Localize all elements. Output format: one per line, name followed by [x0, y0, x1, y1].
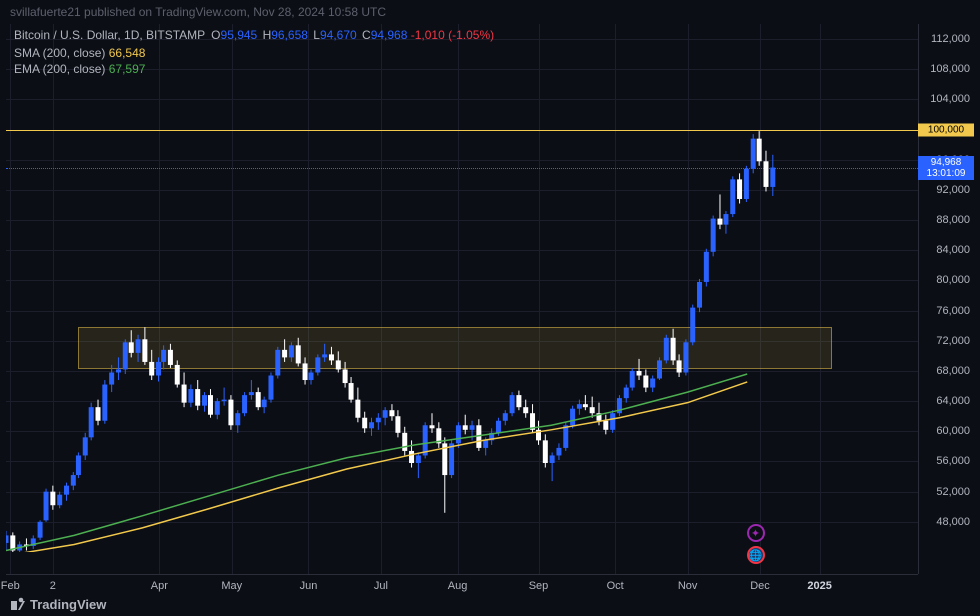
y-tick: 64,000 — [936, 395, 970, 407]
y-tick: 92,000 — [936, 184, 970, 196]
candlestick-chart — [6, 24, 858, 552]
y-tick: 76,000 — [936, 305, 970, 317]
plot-area[interactable]: USD 48,00052,00056,00060,00064,00068,000… — [6, 24, 974, 594]
y-tick: 104,000 — [930, 93, 970, 105]
y-tick: 68,000 — [936, 365, 970, 377]
ema-indicator-row[interactable]: EMA (200, close) 67,597 — [14, 62, 145, 76]
y-tick: 84,000 — [936, 244, 970, 256]
globe-icon[interactable]: 🌐 — [747, 546, 765, 564]
symbol-label[interactable]: Bitcoin / U.S. Dollar, 1D, BITSTAMP — [14, 28, 205, 42]
chart-container: Bitcoin / U.S. Dollar, 1D, BITSTAMP O95,… — [6, 24, 974, 594]
x-tick: Aug — [448, 580, 468, 592]
x-tick: 2025 — [807, 580, 831, 592]
current-price-label: 94,96813:01:09 — [918, 156, 974, 180]
y-axis[interactable]: 48,000 52,000 56,000 60,000 64,000 68,000 72,0… — [918, 24, 974, 574]
resistance-price-label: 100,000 — [918, 123, 974, 136]
sma-200-line — [6, 382, 747, 552]
symbol-info-row: Bitcoin / U.S. Dollar, 1D, BITSTAMP O95,… — [14, 28, 494, 42]
ohlc-readout: O95,945 H96,658 L94,670 C94,968 -1,010 (… — [209, 28, 494, 42]
y-tick: 72,000 — [936, 335, 970, 347]
publish-watermark: svillafuerte21 published on TradingView.… — [10, 5, 386, 19]
y-tick: 52,000 — [936, 486, 970, 498]
y-tick: 48,000 — [936, 516, 970, 528]
y-tick: 108,000 — [930, 63, 970, 75]
x-tick: Apr — [151, 580, 168, 592]
x-tick: May — [221, 580, 242, 592]
tradingview-logo[interactable]: TradingView — [10, 596, 106, 612]
x-tick: Jun — [300, 580, 318, 592]
y-tick: 56,000 — [936, 455, 970, 467]
sparkle-icon[interactable]: ✦ — [747, 524, 765, 542]
y-tick: 88,000 — [936, 214, 970, 226]
x-tick: Oct — [607, 580, 624, 592]
x-tick: Dec — [750, 580, 770, 592]
sma-indicator-row[interactable]: SMA (200, close) 66,548 — [14, 46, 145, 60]
x-tick: 2 — [50, 580, 56, 592]
x-tick: Jul — [374, 580, 388, 592]
y-tick: 60,000 — [936, 425, 970, 437]
x-tick: Nov — [678, 580, 698, 592]
y-tick: 80,000 — [936, 274, 970, 286]
y-tick: 112,000 — [931, 33, 970, 45]
x-axis[interactable]: Feb2AprMayJunJulAugSepOctNovDec2025 — [6, 574, 918, 594]
x-tick: Sep — [529, 580, 549, 592]
x-tick: Feb — [1, 580, 20, 592]
